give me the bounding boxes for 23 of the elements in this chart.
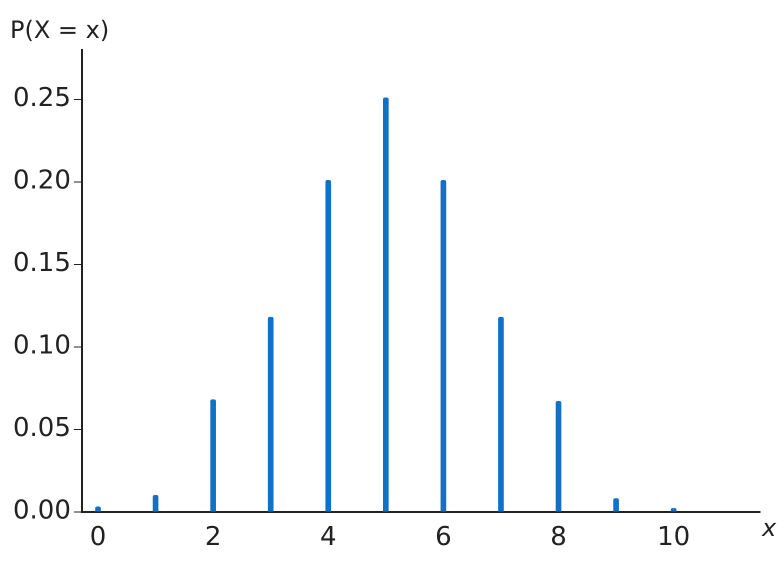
y-tick-label: 0.20 xyxy=(13,166,71,196)
bar xyxy=(152,494,158,512)
y-tick-label: 0.15 xyxy=(13,248,71,278)
x-tick-label: 2 xyxy=(204,522,222,552)
x-tick-label: 4 xyxy=(320,522,337,552)
bar xyxy=(498,316,504,512)
bar xyxy=(613,498,619,512)
y-tick-label: 0.05 xyxy=(13,413,71,444)
x-tick-label: 6 xyxy=(435,522,452,552)
y-tick-label: 0.00 xyxy=(13,496,71,526)
bar xyxy=(383,98,389,512)
x-axis-title: x xyxy=(761,514,777,542)
x-tick-label: 8 xyxy=(550,522,567,552)
y-tick-label: 0.25 xyxy=(13,83,71,114)
bar xyxy=(268,316,274,512)
x-tick-label: 10 xyxy=(657,522,690,552)
x-tick-label: 0 xyxy=(90,522,106,552)
y-tick-label: 0.10 xyxy=(13,330,71,361)
bar xyxy=(556,400,562,512)
bar xyxy=(440,180,446,512)
bar xyxy=(210,399,216,512)
y-axis-title: P(X = x) xyxy=(10,16,110,44)
bar xyxy=(325,180,332,512)
